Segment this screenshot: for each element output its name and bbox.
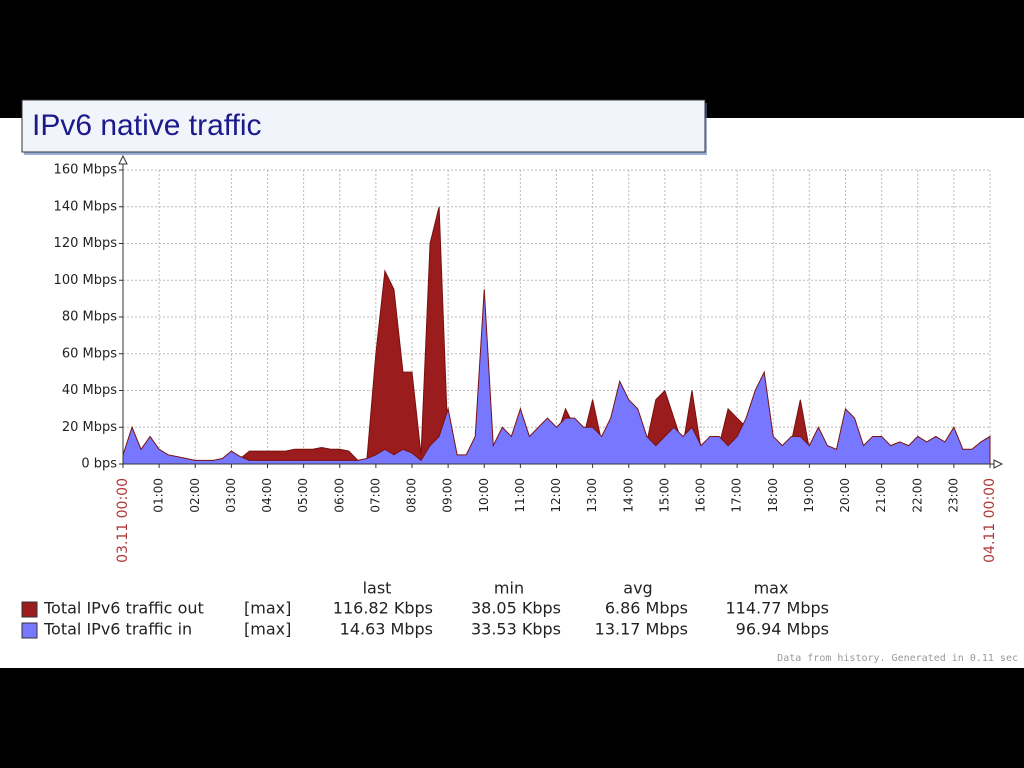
title-box: [21, 99, 706, 153]
legend-stat: 114.77 Mbps: [725, 599, 829, 618]
x-tick-label: 22:00: [910, 478, 924, 513]
x-tick-label: 20:00: [838, 478, 852, 513]
panel: [0, 118, 1024, 668]
x-tick-label: 21:00: [874, 478, 888, 513]
x-tick-label: 02:00: [188, 478, 202, 513]
y-arrow: [118, 154, 128, 165]
legend-stat: 13.17 Mbps: [595, 620, 688, 639]
x-tick-label: 09:00: [441, 478, 455, 513]
x-tick-label: 04.11 00:00: [982, 478, 998, 563]
y-tick-label: 120 Mbps: [54, 236, 118, 251]
x-tick-label: 14:00: [621, 478, 635, 513]
y-tick-label: 140 Mbps: [54, 199, 118, 214]
legend-label: Total IPv6 traffic out: [43, 599, 204, 618]
footer: Data from history. Generated in 0.11 sec: [777, 653, 1018, 664]
x-tick-label: 12:00: [549, 478, 563, 513]
x-tick-label: 03.11 00:00: [115, 478, 131, 563]
legend-stat: 14.63 Mbps: [340, 620, 433, 639]
y-tick-label: 40 Mbps: [62, 383, 117, 398]
x-tick-label: 23:00: [946, 478, 960, 513]
legend-function: [max]: [244, 620, 291, 639]
x-tick-label: 07:00: [368, 478, 382, 513]
x-tick-label: 15:00: [657, 478, 671, 513]
y-tick-label: 20 Mbps: [62, 420, 117, 435]
x-arrow: [993, 459, 1004, 469]
x-tick-label: 06:00: [332, 478, 346, 513]
legend-stat: 116.82 Kbps: [333, 599, 433, 618]
chart-title: IPv6 native traffic: [32, 109, 262, 142]
x-tick-label: 03:00: [224, 478, 238, 513]
x-tick-label: 10:00: [477, 478, 491, 513]
y-tick-label: 60 Mbps: [62, 346, 117, 361]
legend-header: avg: [623, 579, 652, 598]
y-tick-label: 0 bps: [81, 457, 117, 472]
legend-function: [max]: [244, 599, 291, 618]
legend-stat: 38.05 Kbps: [471, 599, 561, 618]
legend-swatch: [21, 601, 38, 618]
legend: last min avg max Total IPv6 traffic out [max]…: [21, 579, 829, 639]
x-tick-label: 18:00: [766, 478, 780, 513]
x-tick-label: 19:00: [802, 478, 816, 513]
x-tick-label: 04:00: [260, 478, 274, 513]
x-tick-label: 13:00: [585, 478, 599, 513]
x-tick-label: 11:00: [513, 478, 527, 513]
plot: [122, 206, 991, 465]
legend-stat: 33.53 Kbps: [471, 620, 561, 639]
x-tick-label: 16:00: [694, 478, 708, 513]
x-tick-label: 17:00: [730, 478, 744, 513]
x-tick-label: 08:00: [405, 478, 419, 513]
y-tick-label: 80 Mbps: [62, 310, 117, 325]
y-tick-label: 100 Mbps: [54, 273, 118, 288]
area: [122, 289, 991, 465]
legend-stat: 96.94 Mbps: [736, 620, 829, 639]
legend-label: Total IPv6 traffic in: [43, 620, 192, 639]
legend-stat: 6.86 Mbps: [605, 599, 688, 618]
legend-header: last: [363, 579, 392, 598]
legend-swatch: [21, 622, 38, 639]
legend-header: max: [754, 579, 789, 598]
y-tick-label: 160 Mbps: [54, 163, 118, 178]
legend-header: min: [494, 579, 524, 598]
x-tick-label: 05:00: [296, 478, 310, 513]
axis-labels: 0 bps 20 Mbps 40 Mbps 60 Mbps 80 Mbps 100 Mbp…: [54, 163, 998, 563]
x-tick-label: 01:00: [152, 478, 166, 513]
